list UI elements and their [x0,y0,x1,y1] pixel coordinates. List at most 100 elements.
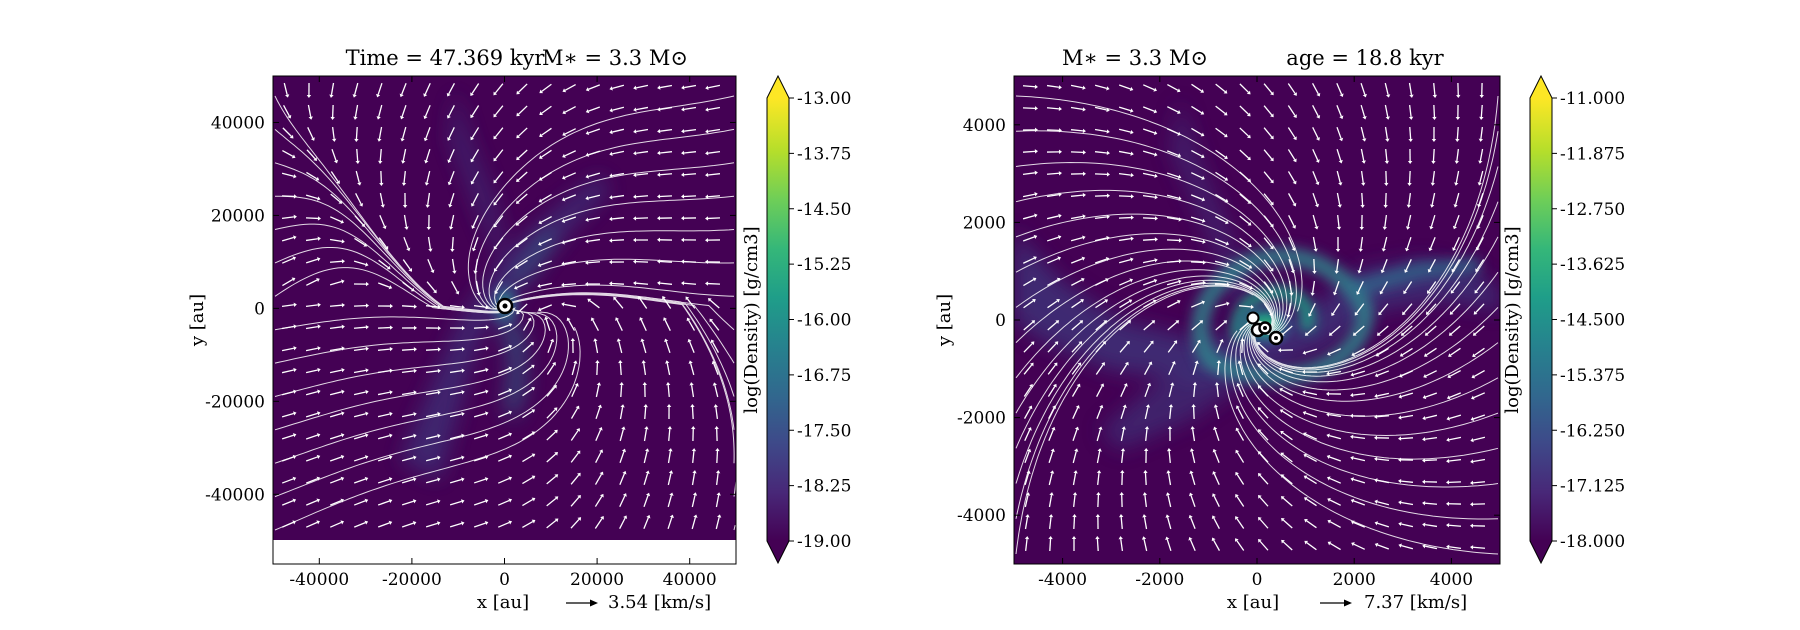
right-velocity-arrow [1353,457,1366,462]
left-velocity-arrow [620,384,623,398]
left-velocity-arrow [449,170,455,183]
right-velocity-arrow [1118,258,1131,264]
right-velocity-arrow [1166,539,1172,552]
right-velocity-arrow [1428,281,1437,292]
right-velocity-arrow [1048,473,1053,486]
right-velocity-arrow [1239,193,1250,203]
right-velocity-arrow [1282,325,1293,335]
right-velocity-arrow [1425,392,1438,398]
right-velocity-arrow [1282,453,1293,463]
left-velocity-arrow [473,478,486,484]
left-velocity-arrow [540,216,552,223]
left-velocity-arrow [665,341,671,354]
right-velocity-arrow [1142,259,1155,264]
right-velocity-key: 7.37 [km/s] [1320,592,1467,613]
left-velocity-arrow [517,303,528,313]
right-xtick-label: -4000 [1038,570,1087,590]
left-velocity-arrow [449,478,462,484]
right-velocity-arrow [1023,364,1033,375]
right-velocity-arrow [1407,214,1412,227]
left-velocity-arrow [683,173,697,176]
left-velocity-arrow [306,171,318,180]
left-velocity-arrow [564,303,577,308]
right-velocity-arrow [1448,524,1462,527]
right-velocity-arrow [1048,451,1054,464]
right-velocity-arrow [1353,370,1366,376]
left-velocity-arrow [281,391,294,396]
left-velocity-arrow [522,319,531,331]
right-velocity-arrow [1094,173,1108,176]
right-velocity-arrow [1118,84,1131,90]
right-velocity-arrow [1239,321,1250,331]
right-velocity-arrow [1239,215,1250,225]
left-title-mass: M∗ = 3.3 M⊙ [542,46,688,70]
right-velocity-arrow [1094,258,1107,264]
right-velocity-arrow [1448,459,1462,462]
left-ytick-label: -40000 [205,485,265,505]
left-velocity-arrow [305,217,319,220]
left-velocity-arrow [691,473,696,486]
left-velocity-arrow [494,105,504,116]
right-velocity-arrow [1046,257,1059,264]
right-velocity-arrow [1166,194,1179,199]
right-velocity-arrow [1025,538,1028,552]
left-velocity-arrow [329,456,342,462]
left-velocity-arrow [281,369,294,374]
right-velocity-arrow [1214,260,1227,265]
left-velocity-arrow [684,84,697,89]
right-velocity-arrow [1404,281,1413,292]
right-velocity-arrow [1259,496,1269,507]
right-velocity-arrow [1072,407,1079,420]
left-velocity-arrow [449,435,462,440]
left-velocity-arrow [426,281,436,292]
right-velocity-arrow [1480,104,1483,118]
right-xtick-label: 4000 [1430,570,1473,590]
right-velocity-arrow [1360,82,1366,95]
right-velocity-arrow [1449,392,1462,398]
left-velocity-arrow [570,407,579,419]
right-velocity-arrow [1424,436,1438,440]
left-velocity-arrow [473,500,486,506]
left-velocity-arrow [401,348,415,351]
right-velocity-arrow [1191,172,1203,179]
left-velocity-arrow [473,304,487,308]
right-density-map [1014,76,1500,564]
right-velocity-arrow [1473,436,1486,441]
right-velocity-arrow [1120,516,1123,530]
right-velocity-arrow [1166,260,1180,263]
right-velocity-arrow [1356,303,1365,314]
right-velocity-arrow [1070,194,1084,197]
left-velocity-arrow [619,362,622,376]
right-colorbar-tick-label: -14.500 [1560,311,1625,331]
left-velocity-arrow [377,82,383,95]
left-velocity-arrow [708,84,721,89]
right-velocity-arrow [1426,325,1437,335]
right-velocity-arrow [1213,517,1220,529]
right-velocity-arrow [1143,363,1151,375]
right-velocity-arrow [1455,170,1460,183]
right-velocity-arrow [1022,172,1036,176]
right-velocity-arrow [1023,278,1035,287]
right-velocity-arrow [1190,495,1196,508]
right-velocity-arrow [1213,473,1220,486]
left-streamline [274,311,569,498]
right-velocity-arrow [1071,279,1083,286]
right-velocity-arrow [1312,170,1319,183]
left-velocity-arrow [715,472,719,486]
left-velocity-arrow [354,104,359,117]
left-velocity-arrow [329,238,342,243]
left-velocity-arrow [668,428,671,442]
right-velocity-arrow [1047,279,1059,287]
right-velocity-arrow [1236,474,1245,485]
right-velocity-arrow [1048,407,1055,419]
right-velocity-arrow [1306,325,1317,335]
left-colorbar-label: log(Density) [g/cm3] [741,226,762,413]
left-velocity-arrow [570,430,579,441]
left-colorbar: -13.00 -13.75 -14.50 -15.25 -16.00 -16.75 -17.… [741,74,851,565]
right-velocity-arrow [1473,369,1485,377]
left-velocity-arrow [329,304,343,307]
left-velocity-arrow [570,496,580,507]
left-velocity-arrow [305,304,319,308]
left-velocity-arrow [281,456,294,462]
